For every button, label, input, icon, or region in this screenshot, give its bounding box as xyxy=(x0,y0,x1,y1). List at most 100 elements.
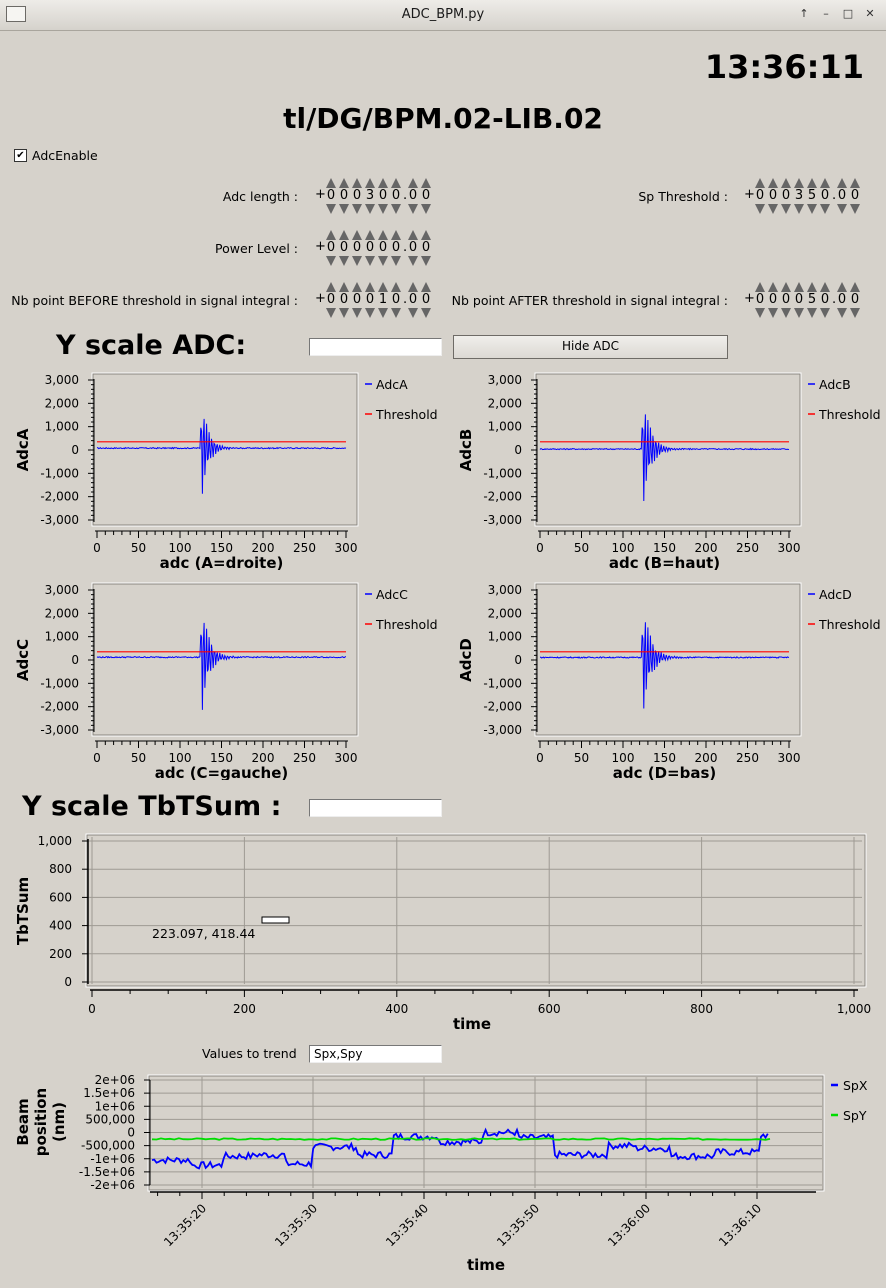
increment-arrow-icon[interactable] xyxy=(365,230,375,240)
increment-arrow-icon[interactable] xyxy=(807,178,817,188)
x-tick-label: 13:35:40 xyxy=(383,1201,431,1249)
decrement-arrow-icon[interactable] xyxy=(768,204,778,214)
decrement-arrow-icon[interactable] xyxy=(408,256,418,266)
decrement-arrow-icon[interactable] xyxy=(339,256,349,266)
increment-arrow-icon[interactable] xyxy=(781,178,791,188)
decrement-arrow-icon[interactable] xyxy=(781,308,791,318)
digit: 0 xyxy=(364,282,377,318)
increment-arrow-icon[interactable] xyxy=(421,230,431,240)
decrement-arrow-icon[interactable] xyxy=(755,204,765,214)
increment-arrow-icon[interactable] xyxy=(378,282,388,292)
y-scale-tbt-input[interactable] xyxy=(309,799,442,817)
decrement-arrow-icon[interactable] xyxy=(768,308,778,318)
increment-arrow-icon[interactable] xyxy=(820,282,830,292)
window-menu-icon[interactable] xyxy=(6,6,26,22)
decrement-arrow-icon[interactable] xyxy=(391,204,401,214)
increment-arrow-icon[interactable] xyxy=(421,178,431,188)
decrement-arrow-icon[interactable] xyxy=(781,204,791,214)
increment-arrow-icon[interactable] xyxy=(408,282,418,292)
decrement-arrow-icon[interactable] xyxy=(794,308,804,318)
decrement-arrow-icon[interactable] xyxy=(755,308,765,318)
increment-arrow-icon[interactable] xyxy=(794,178,804,188)
increment-arrow-icon[interactable] xyxy=(352,178,362,188)
increment-arrow-icon[interactable] xyxy=(850,178,860,188)
decrement-arrow-icon[interactable] xyxy=(352,204,362,214)
decrement-arrow-icon[interactable] xyxy=(365,308,375,318)
decrement-arrow-icon[interactable] xyxy=(326,308,336,318)
cursor-annotation: 223.097, 418.44 xyxy=(152,926,255,941)
decrement-arrow-icon[interactable] xyxy=(378,308,388,318)
increment-arrow-icon[interactable] xyxy=(755,178,765,188)
decrement-arrow-icon[interactable] xyxy=(421,256,431,266)
increment-arrow-icon[interactable] xyxy=(408,230,418,240)
increment-arrow-icon[interactable] xyxy=(365,178,375,188)
decrement-arrow-icon[interactable] xyxy=(807,204,817,214)
decrement-arrow-icon[interactable] xyxy=(391,256,401,266)
increment-arrow-icon[interactable] xyxy=(326,178,336,188)
increment-arrow-icon[interactable] xyxy=(365,282,375,292)
decrement-arrow-icon[interactable] xyxy=(820,308,830,318)
decrement-arrow-icon[interactable] xyxy=(421,308,431,318)
digit-value: 0 xyxy=(755,292,765,307)
increment-arrow-icon[interactable] xyxy=(794,282,804,292)
increment-arrow-icon[interactable] xyxy=(326,282,336,292)
decrement-arrow-icon[interactable] xyxy=(837,204,847,214)
decrement-arrow-icon[interactable] xyxy=(339,204,349,214)
decrement-arrow-icon[interactable] xyxy=(421,204,431,214)
decrement-arrow-icon[interactable] xyxy=(326,204,336,214)
increment-arrow-icon[interactable] xyxy=(807,282,817,292)
increment-arrow-icon[interactable] xyxy=(339,178,349,188)
increment-arrow-icon[interactable] xyxy=(391,230,401,240)
increment-arrow-icon[interactable] xyxy=(421,282,431,292)
decrement-arrow-icon[interactable] xyxy=(378,256,388,266)
increment-arrow-icon[interactable] xyxy=(837,282,847,292)
decrement-arrow-icon[interactable] xyxy=(408,204,418,214)
maximize-icon[interactable]: □ xyxy=(842,7,854,20)
digit-value: 0 xyxy=(421,188,431,203)
decrement-arrow-icon[interactable] xyxy=(365,204,375,214)
increment-arrow-icon[interactable] xyxy=(378,230,388,240)
increment-arrow-icon[interactable] xyxy=(408,178,418,188)
increment-arrow-icon[interactable] xyxy=(352,282,362,292)
decrement-arrow-icon[interactable] xyxy=(326,256,336,266)
x-tick-label: 0 xyxy=(93,541,101,555)
y-scale-adc-input[interactable] xyxy=(309,338,442,356)
decrement-arrow-icon[interactable] xyxy=(794,204,804,214)
decrement-arrow-icon[interactable] xyxy=(408,308,418,318)
hide-adc-button[interactable]: Hide ADC xyxy=(453,335,728,359)
legend-signal-label: AdcC xyxy=(376,587,408,602)
spx-trend-line xyxy=(151,1127,769,1170)
adc-enable-checkbox[interactable]: ✔ xyxy=(14,149,27,162)
increment-arrow-icon[interactable] xyxy=(850,282,860,292)
increment-arrow-icon[interactable] xyxy=(391,178,401,188)
decrement-arrow-icon[interactable] xyxy=(837,308,847,318)
decrement-arrow-icon[interactable] xyxy=(391,308,401,318)
increment-arrow-icon[interactable] xyxy=(820,178,830,188)
increment-arrow-icon[interactable] xyxy=(378,178,388,188)
increment-arrow-icon[interactable] xyxy=(768,282,778,292)
values-to-trend-input[interactable]: Spx,Spy xyxy=(309,1045,442,1063)
increment-arrow-icon[interactable] xyxy=(837,178,847,188)
increment-arrow-icon[interactable] xyxy=(326,230,336,240)
decrement-arrow-icon[interactable] xyxy=(850,204,860,214)
increment-arrow-icon[interactable] xyxy=(339,230,349,240)
decrement-arrow-icon[interactable] xyxy=(365,256,375,266)
decrement-arrow-icon[interactable] xyxy=(352,308,362,318)
increment-arrow-icon[interactable] xyxy=(352,230,362,240)
close-icon[interactable]: ✕ xyxy=(865,7,875,20)
decrement-arrow-icon[interactable] xyxy=(378,204,388,214)
increment-arrow-icon[interactable] xyxy=(781,282,791,292)
decrement-arrow-icon[interactable] xyxy=(807,308,817,318)
decrement-arrow-icon[interactable] xyxy=(850,308,860,318)
decrement-arrow-icon[interactable] xyxy=(820,204,830,214)
decrement-arrow-icon[interactable] xyxy=(352,256,362,266)
pin-icon[interactable]: ↑ xyxy=(799,7,809,20)
x-tick-label: 200 xyxy=(252,751,275,765)
increment-arrow-icon[interactable] xyxy=(391,282,401,292)
minimize-icon[interactable]: – xyxy=(823,7,829,20)
increment-arrow-icon[interactable] xyxy=(339,282,349,292)
increment-arrow-icon[interactable] xyxy=(768,178,778,188)
increment-arrow-icon[interactable] xyxy=(755,282,765,292)
y-tick-label: 2,000 xyxy=(488,606,522,620)
decrement-arrow-icon[interactable] xyxy=(339,308,349,318)
